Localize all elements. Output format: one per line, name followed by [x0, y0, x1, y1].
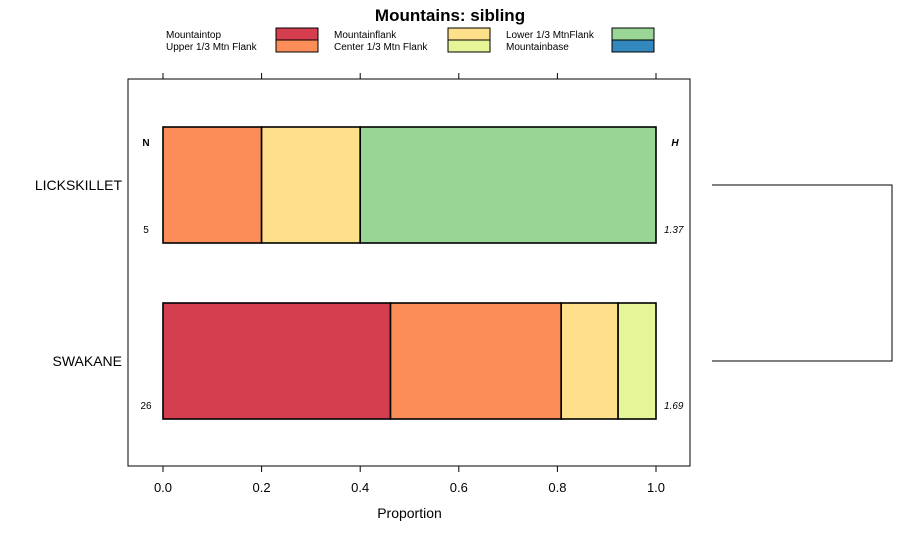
- bar-segment-swakane-center-1-3-mtn-flank: [617, 302, 657, 420]
- n-value-lickskillet: 5: [143, 225, 149, 236]
- legend-label-mountaintop: Mountaintop: [166, 30, 221, 41]
- x-axis-label: Proportion: [377, 505, 442, 521]
- legend-swatch-mountainbase: [611, 39, 655, 53]
- x-tick-label: 0.6: [450, 480, 468, 495]
- legend-swatch-mountaintop: [275, 27, 319, 41]
- legend-swatch-upper-1-3-mtn-flank: [275, 39, 319, 53]
- x-tick-label: 0.8: [548, 480, 566, 495]
- n-value-swakane: 26: [140, 401, 152, 412]
- bar-segment-lickskillet-upper-1-3-mtn-flank: [162, 126, 263, 244]
- legend-label-mountainbase: Mountainbase: [506, 42, 569, 53]
- category-label-lickskillet: LICKSKILLET: [35, 177, 123, 193]
- legend-label-lower-1-3-mtnflank: Lower 1/3 MtnFlank: [506, 30, 595, 41]
- legend-label-mountainflank: Mountainflank: [334, 30, 397, 41]
- x-tick-label: 0.4: [351, 480, 369, 495]
- h-value-lickskillet: 1.37: [664, 225, 684, 236]
- legend-swatch-lower-1-3-mtnflank: [611, 27, 655, 41]
- x-axis: 0.0 0.2 0.4 0.6 0.8 1.0: [154, 73, 665, 495]
- bar-segment-lickskillet-lower-1-3-mtnflank: [359, 126, 657, 244]
- h-value-swakane: 1.69: [664, 401, 684, 412]
- row-labels: LICKSKILLET 5 1.37 SWAKANE 26 1.69: [35, 177, 684, 412]
- x-tick-label: 1.0: [647, 480, 665, 495]
- legend-label-center-1-3-mtn-flank: Center 1/3 Mtn Flank: [334, 42, 428, 53]
- bars: [162, 126, 657, 420]
- bar-segment-swakane-upper-1-3-mtn-flank: [389, 302, 562, 420]
- bar-segment-swakane-mountaintop: [162, 302, 392, 420]
- dendrogram: [712, 184, 893, 362]
- legend-swatch-mountainflank: [447, 27, 491, 41]
- bar-segment-lickskillet-mountainflank: [260, 126, 362, 244]
- n-column-header: N: [142, 138, 149, 149]
- legend-swatch-center-1-3-mtn-flank: [447, 39, 491, 53]
- x-tick-label: 0.2: [253, 480, 271, 495]
- h-column-header: H: [671, 138, 679, 149]
- category-label-swakane: SWAKANE: [53, 353, 123, 369]
- bar-segment-swakane-mountainflank: [560, 302, 619, 420]
- plot-frame: [127, 78, 691, 467]
- legend-label-upper-1-3-mtn-flank: Upper 1/3 Mtn Flank: [166, 42, 258, 53]
- chart-title: Mountains: sibling: [375, 6, 525, 25]
- x-tick-label: 0.0: [154, 480, 172, 495]
- dendrogram-branch: [712, 184, 893, 362]
